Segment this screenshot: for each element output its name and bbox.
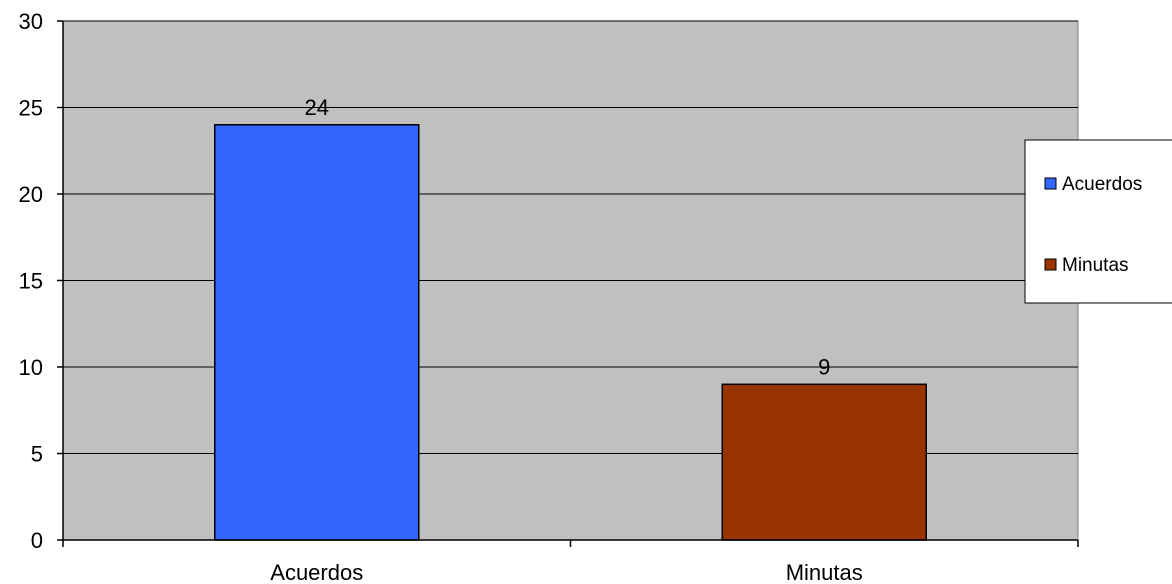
- legend-box: [1024, 139, 1172, 304]
- bars: [214, 124, 927, 541]
- x-axis-ticks: Acuerdos Minutas: [62, 540, 1079, 584]
- data-label: 24: [305, 95, 329, 120]
- x-tick-label: Minutas: [786, 560, 863, 584]
- legend-label-minutas: Minutas: [1062, 255, 1129, 276]
- legend-swatch-acuerdos: [1044, 177, 1057, 190]
- data-label: 9: [818, 354, 830, 379]
- y-tick-label: 30: [19, 9, 43, 34]
- y-axis-ticks: 0 5 10 15 20 25 30: [19, 9, 63, 553]
- y-tick-label: 25: [19, 96, 43, 121]
- x-tick-label: Acuerdos: [270, 560, 363, 584]
- y-tick-label: 20: [19, 182, 43, 207]
- y-tick-label: 15: [19, 269, 43, 294]
- y-tick-label: 5: [31, 442, 43, 467]
- y-tick-label: 0: [31, 528, 43, 553]
- bar-acuerdos: [214, 124, 420, 541]
- legend: Acuerdos Minutas: [1024, 139, 1172, 304]
- data-labels: 24 9: [305, 95, 831, 379]
- y-tick-label: 10: [19, 355, 43, 380]
- legend-swatch-minutas: [1044, 258, 1057, 271]
- legend-label-acuerdos: Acuerdos: [1062, 174, 1142, 195]
- bar-minutas: [721, 383, 927, 541]
